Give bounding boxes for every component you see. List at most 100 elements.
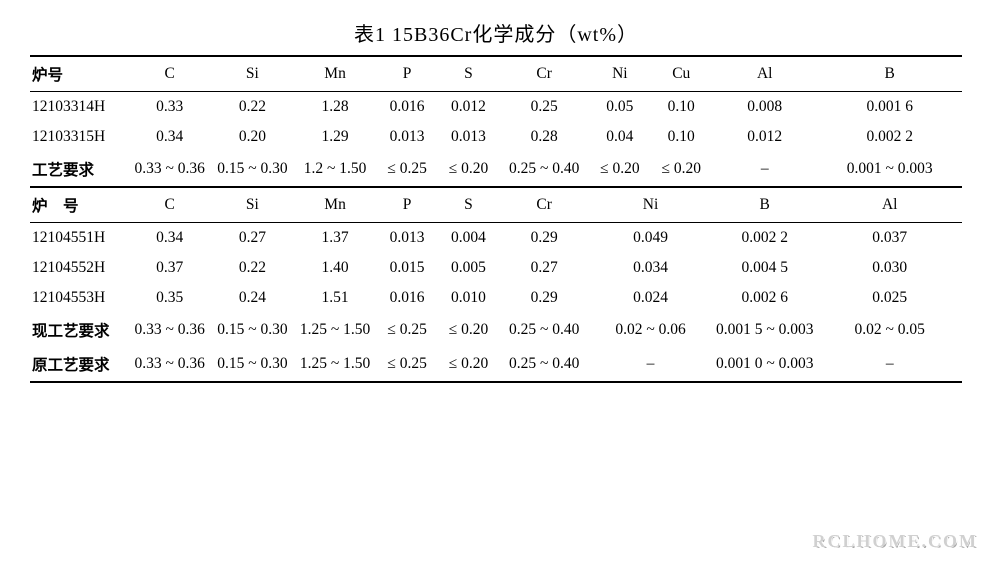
cell: 0.013 — [438, 122, 499, 152]
cell: 0.10 — [651, 122, 712, 152]
cell: 0.04 — [589, 122, 650, 152]
cell: 0.049 — [589, 223, 712, 254]
cell: 0.001 0 ~ 0.003 — [712, 347, 818, 382]
col-Al: Al — [712, 56, 818, 92]
composition-table: 炉号 C Si Mn P S Cr Ni Cu Al B 12103314H0.… — [30, 55, 962, 383]
cell: 1.25 ~ 1.50 — [294, 313, 377, 347]
cell: 0.20 — [211, 122, 294, 152]
cell: 0.33 ~ 0.36 — [128, 347, 211, 382]
cell: 0.012 — [712, 122, 818, 152]
cell: 0.037 — [817, 223, 962, 254]
cell: 0.013 — [376, 223, 437, 254]
cell: ≤ 0.25 — [376, 152, 437, 187]
cell: 0.29 — [499, 283, 589, 313]
cell: ≤ 0.20 — [438, 347, 499, 382]
col2-Al: Al — [817, 187, 962, 223]
cell: 0.35 — [128, 283, 211, 313]
cell: 0.25 ~ 0.40 — [499, 152, 589, 187]
col2-Ni: Ni — [589, 187, 712, 223]
cell: ≤ 0.20 — [651, 152, 712, 187]
cell: ≤ 0.25 — [376, 347, 437, 382]
cell: – — [712, 152, 818, 187]
col2-B: B — [712, 187, 818, 223]
cell: 0.02 ~ 0.06 — [589, 313, 712, 347]
cell: 0.005 — [438, 253, 499, 283]
cell: 0.012 — [438, 92, 499, 123]
col2-Mn: Mn — [294, 187, 377, 223]
cell: 0.25 ~ 0.40 — [499, 313, 589, 347]
cell: 1.25 ~ 1.50 — [294, 347, 377, 382]
cell: 0.27 — [211, 223, 294, 254]
cell: 0.33 ~ 0.36 — [128, 313, 211, 347]
col-C: C — [128, 56, 211, 92]
col-B: B — [817, 56, 962, 92]
row-label: 12104552H — [30, 253, 128, 283]
cell: 0.24 — [211, 283, 294, 313]
cell: ≤ 0.25 — [376, 313, 437, 347]
cell: 0.002 2 — [712, 223, 818, 254]
watermark: RCLHOME.COM — [813, 531, 979, 552]
cell: 0.010 — [438, 283, 499, 313]
cell: 0.004 5 — [712, 253, 818, 283]
cell: 0.10 — [651, 92, 712, 123]
top-header-label: 炉号 — [30, 56, 128, 92]
cell: 0.22 — [211, 253, 294, 283]
cell: 0.27 — [499, 253, 589, 283]
cell: 0.030 — [817, 253, 962, 283]
cell: 0.015 — [376, 253, 437, 283]
col2-P: P — [376, 187, 437, 223]
col-S: S — [438, 56, 499, 92]
cell: ≤ 0.20 — [438, 152, 499, 187]
cell: 0.034 — [589, 253, 712, 283]
table-row: 12103314H0.330.221.280.0160.0120.250.050… — [30, 92, 962, 123]
table-row: 12104552H0.370.221.400.0150.0050.270.034… — [30, 253, 962, 283]
col2-C: C — [128, 187, 211, 223]
row-label: 原工艺要求 — [30, 347, 128, 382]
cell: 0.016 — [376, 92, 437, 123]
row-label: 工艺要求 — [30, 152, 128, 187]
col-Ni: Ni — [589, 56, 650, 92]
col2-Si: Si — [211, 187, 294, 223]
cell: 1.29 — [294, 122, 377, 152]
cell: 0.004 — [438, 223, 499, 254]
cell: 0.28 — [499, 122, 589, 152]
col2-Cr: Cr — [499, 187, 589, 223]
cell: 0.024 — [589, 283, 712, 313]
cell: – — [589, 347, 712, 382]
cell: 0.34 — [128, 223, 211, 254]
cell: 0.013 — [376, 122, 437, 152]
cell: 0.33 — [128, 92, 211, 123]
table-title: 表1 15B36Cr化学成分（wt%） — [30, 18, 962, 47]
col-Si: Si — [211, 56, 294, 92]
cell: 0.33 ~ 0.36 — [128, 152, 211, 187]
col-Cu: Cu — [651, 56, 712, 92]
cell: ≤ 0.20 — [589, 152, 650, 187]
table-row: 12104551H0.340.271.370.0130.0040.290.049… — [30, 223, 962, 254]
cell: 1.37 — [294, 223, 377, 254]
cell: 0.02 ~ 0.05 — [817, 313, 962, 347]
table-row: 现工艺要求0.33 ~ 0.360.15 ~ 0.301.25 ~ 1.50≤ … — [30, 313, 962, 347]
cell: 0.37 — [128, 253, 211, 283]
cell: 1.28 — [294, 92, 377, 123]
row-label: 现工艺要求 — [30, 313, 128, 347]
cell: – — [817, 347, 962, 382]
cell: 1.51 — [294, 283, 377, 313]
row-label: 12103315H — [30, 122, 128, 152]
cell: 1.2 ~ 1.50 — [294, 152, 377, 187]
cell: 0.34 — [128, 122, 211, 152]
cell: 0.15 ~ 0.30 — [211, 152, 294, 187]
cell: ≤ 0.20 — [438, 313, 499, 347]
bottom-header-row: 炉 号 C Si Mn P S Cr Ni B Al — [30, 187, 962, 223]
cell: 0.008 — [712, 92, 818, 123]
cell: 0.025 — [817, 283, 962, 313]
table-row: 原工艺要求0.33 ~ 0.360.15 ~ 0.301.25 ~ 1.50≤ … — [30, 347, 962, 382]
top-header-row: 炉号 C Si Mn P S Cr Ni Cu Al B — [30, 56, 962, 92]
cell: 0.002 6 — [712, 283, 818, 313]
table-row: 12104553H0.350.241.510.0160.0100.290.024… — [30, 283, 962, 313]
cell: 0.016 — [376, 283, 437, 313]
cell: 0.25 ~ 0.40 — [499, 347, 589, 382]
col-Cr: Cr — [499, 56, 589, 92]
cell: 0.15 ~ 0.30 — [211, 313, 294, 347]
col2-S: S — [438, 187, 499, 223]
row-label: 12103314H — [30, 92, 128, 123]
